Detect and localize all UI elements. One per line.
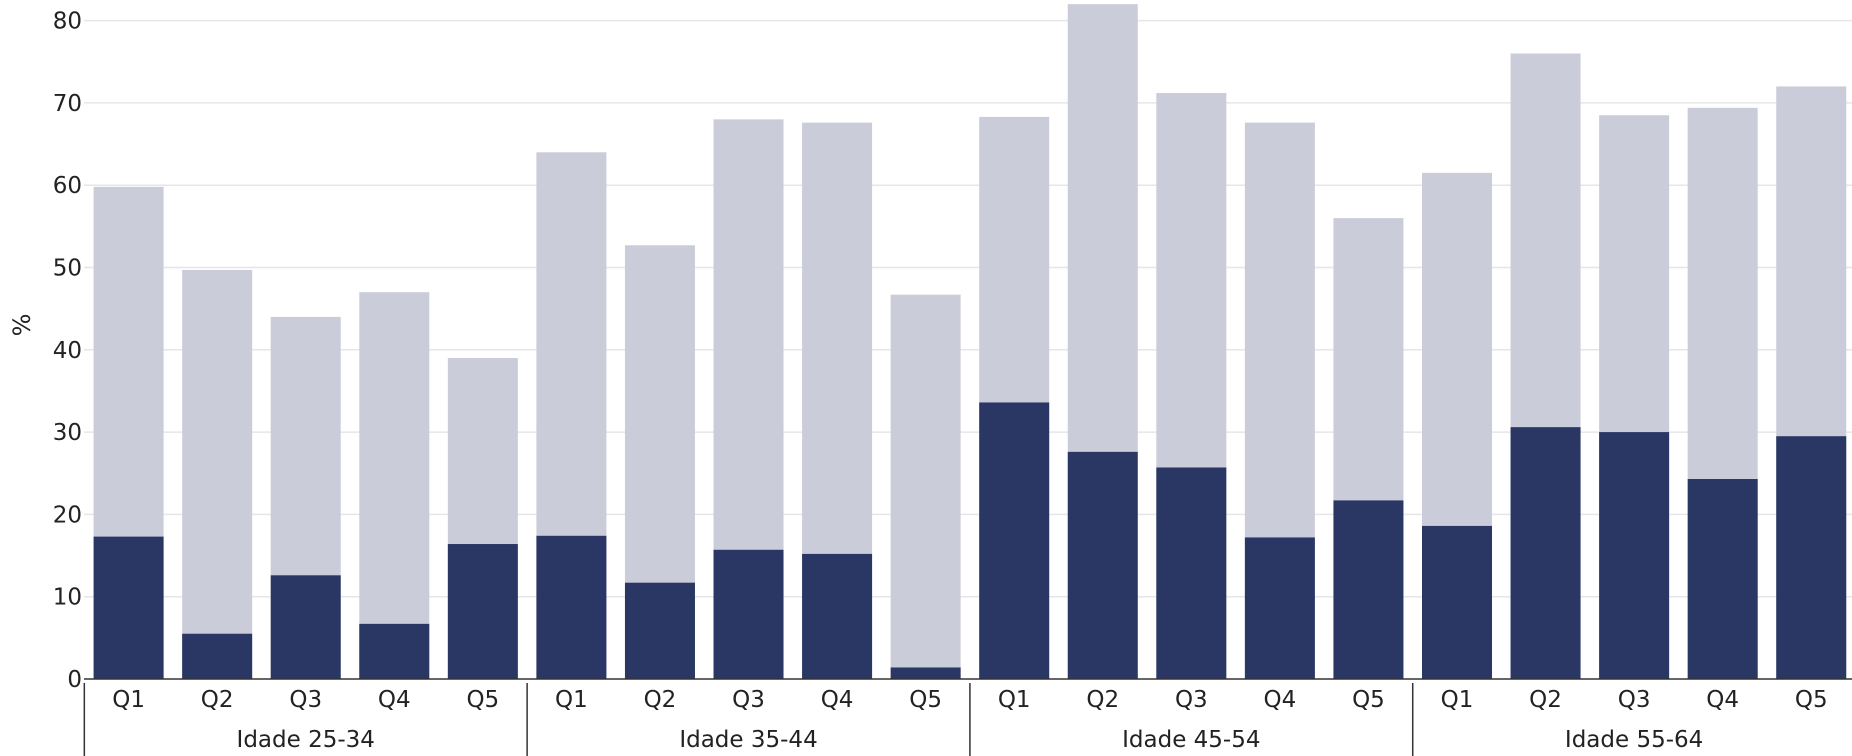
y-tick-label: 10: [53, 585, 82, 611]
bar-dark: [1422, 525, 1492, 679]
x-tick-label: Q5: [1795, 687, 1828, 713]
x-tick-label: Q5: [1352, 687, 1385, 713]
y-tick-label: 20: [53, 502, 82, 528]
x-tick-label: Q4: [1264, 687, 1297, 713]
group-label: Idade 25-34: [237, 727, 375, 753]
bar-light: [182, 269, 253, 679]
bar-dark: [1599, 432, 1670, 679]
x-tick-label: Q5: [909, 687, 942, 713]
axes: [83, 678, 1852, 756]
bar-dark: [890, 667, 961, 679]
bar-dark: [979, 402, 1050, 679]
x-tick-label: Q4: [378, 687, 411, 713]
x-tick-label: Q1: [998, 687, 1031, 713]
x-tick-label: Q5: [466, 687, 499, 713]
bar-dark: [359, 623, 430, 679]
y-tick-label: 40: [53, 338, 82, 364]
x-tick-label: Q3: [1618, 687, 1651, 713]
bar-dark: [1156, 467, 1227, 679]
bar-dark: [270, 575, 341, 679]
x-tick-label: Q4: [1706, 687, 1739, 713]
x-tick-label: Q1: [555, 687, 588, 713]
y-axis-title: %: [8, 314, 36, 337]
x-tick-label: Q2: [1529, 687, 1562, 713]
bar-dark: [447, 544, 518, 679]
bar-dark: [536, 535, 607, 679]
bar-dark: [713, 549, 784, 679]
x-tick-label: Q1: [1441, 687, 1474, 713]
y-tick-label: 50: [53, 256, 82, 282]
bar-light: [890, 294, 961, 679]
bar-dark: [1776, 436, 1847, 679]
x-tick-label: Q3: [1175, 687, 1208, 713]
x-tick-label: Q3: [732, 687, 765, 713]
bar-light: [359, 292, 430, 679]
group-label: Idade 55-64: [1565, 727, 1703, 753]
bar-dark: [1333, 500, 1404, 679]
bar-dark: [1067, 451, 1138, 679]
y-tick-label: 80: [53, 9, 82, 35]
y-tick-label: 30: [53, 420, 82, 446]
bar-dark: [93, 536, 164, 679]
group-label: Idade 35-44: [679, 727, 817, 753]
x-tick-label: Q2: [644, 687, 677, 713]
bar-dark: [182, 633, 253, 679]
labels: 0 10 20 30 40 50 60 70 80 Q1 Q2 Q3 Q4 Q5 Idade 25-34 Q1…: [53, 9, 1828, 753]
x-tick-label: Q2: [201, 687, 234, 713]
bar-dark: [1687, 479, 1758, 679]
x-tick-label: Q1: [112, 687, 145, 713]
y-tick-label: 70: [53, 91, 82, 117]
y-tick-label: 60: [53, 173, 82, 199]
y-tick-label: 0: [67, 667, 82, 693]
x-tick-label: Q3: [289, 687, 322, 713]
group-label: Idade 45-54: [1122, 727, 1260, 753]
bar-dark: [802, 553, 873, 679]
bars: [93, 4, 1847, 680]
gridlines: [84, 19, 1852, 598]
bar-dark: [624, 582, 695, 679]
bar-dark: [1244, 537, 1315, 679]
x-tick-label: Q4: [821, 687, 854, 713]
bar-dark: [1510, 427, 1581, 679]
x-tick-label: Q2: [1086, 687, 1119, 713]
